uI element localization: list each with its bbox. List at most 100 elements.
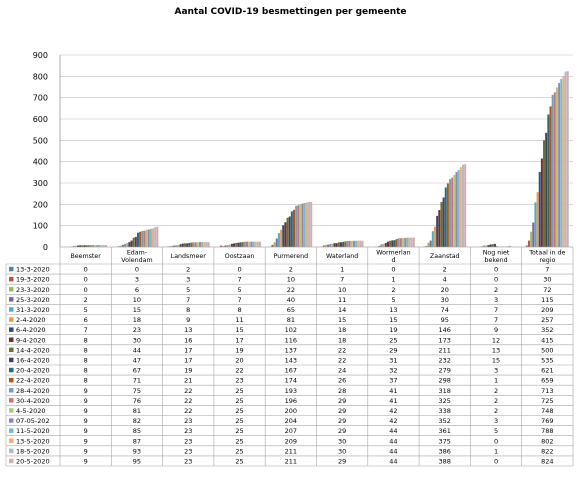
table-cell-value: 1 <box>340 266 344 274</box>
bar-4-5-2020-Purmerend <box>299 204 302 247</box>
table-cell-value: 8 <box>237 306 241 314</box>
table-cell-value: 14 <box>338 306 346 314</box>
table-cell-value: 29 <box>338 407 346 415</box>
table-cell-value: 29 <box>338 458 346 466</box>
table-cell-value: 748 <box>541 407 553 415</box>
bar-4-5-2020-Totaal in de regio <box>555 87 558 247</box>
table-cell-value: 415 <box>541 336 553 344</box>
bar-19-3-2020-Totaal in de regio <box>527 240 530 247</box>
table-cell-value: 6 <box>84 316 88 324</box>
table-cell-value: 0 <box>391 266 395 274</box>
table-cell-value: 15 <box>389 316 397 324</box>
category-label: Volendam <box>121 257 152 264</box>
bar-6-4-2020-Oostzaan <box>230 243 233 247</box>
table-cell-value: 13 <box>184 326 192 334</box>
bar-2-4-2020-Oostzaan <box>228 244 231 247</box>
bar-2-4-2020-Purmerend <box>280 229 283 247</box>
bar-20-4-2020-Wormerland <box>393 240 396 247</box>
bar-16-4-2020-Purmerend <box>288 216 291 247</box>
bar-20-5-2020-Oostzaan <box>258 241 261 247</box>
table-cell-value: 47 <box>133 357 141 365</box>
table-cell-value: 7 <box>494 316 498 324</box>
table-cell-value: 87 <box>133 437 141 445</box>
bar-14-4-2020-Nog niet bekend <box>491 244 494 247</box>
category-label: Landsmeer <box>171 253 207 260</box>
bar-4-5-2020-Wormerland <box>402 238 405 247</box>
table-cell-value: 15 <box>235 326 243 334</box>
table-cell-value: 23 <box>184 437 192 445</box>
bar-23-3-2020-Oostzaan <box>222 245 225 247</box>
table-cell-value: 209 <box>285 437 297 445</box>
table-cell-value: 7 <box>545 266 549 274</box>
table-cell-value: 0 <box>494 437 498 445</box>
table-cell-value: 211 <box>285 458 297 466</box>
legend-key-16-4-2020 <box>9 357 14 363</box>
bar-07-05-202-Wormerland <box>404 238 407 247</box>
bar-30-4-2020-Edam-Volendam <box>143 230 146 247</box>
table-cell-value: 82 <box>133 417 141 425</box>
bar-4-5-2020-Waterland <box>350 240 353 247</box>
legend-label: 30-4-2020 <box>16 397 50 405</box>
bar-31-3-2020-Waterland <box>329 244 332 247</box>
bar-2-4-2020-Waterland <box>331 243 334 247</box>
bar-07-05-202-Beemster <box>96 245 99 247</box>
bar-07-05-202-Waterland <box>352 240 355 247</box>
bar-07-05-202-Landsmeer <box>199 242 202 247</box>
legend-key-31-3-2020 <box>9 307 14 312</box>
bar-07-05-202-Purmerend <box>301 203 304 247</box>
bar-6-4-2020-Landsmeer <box>179 244 182 247</box>
table-cell-value: 15 <box>133 306 141 314</box>
legend-key-2-4-2020 <box>9 317 14 322</box>
table-cell-value: 22 <box>338 346 346 354</box>
bar-25-3-2020-Waterland <box>327 244 330 247</box>
category-label: Nog niet <box>483 250 510 257</box>
legend-label: 31-3-2020 <box>16 306 50 314</box>
table-cell-value: 352 <box>541 326 553 334</box>
legend-label: 22-4-2020 <box>16 377 50 385</box>
bar-6-4-2020-Nog niet bekend <box>487 245 490 247</box>
bar-2-4-2020-Totaal in de regio <box>536 192 539 247</box>
table-cell-value: 8 <box>84 357 88 365</box>
bar-18-5-2020-Beemster <box>102 245 105 247</box>
table-cell-value: 22 <box>184 397 192 405</box>
table-cell-value: 95 <box>441 316 449 324</box>
table-cell-value: 9 <box>84 427 88 435</box>
table-cell-value: 3 <box>494 296 498 304</box>
table-cell-value: 5 <box>84 306 88 314</box>
table-cell-value: 7 <box>237 296 241 304</box>
table-cell-value: 23 <box>133 326 141 334</box>
table-cell-value: 22 <box>184 407 192 415</box>
bar-6-4-2020-Wormerland <box>384 242 387 247</box>
table-cell-value: 3 <box>186 276 190 284</box>
legend-label: 13-3-2020 <box>16 266 50 274</box>
bar-11-5-2020-Purmerend <box>303 202 306 247</box>
bar-18-5-2020-Totaal in de regio <box>564 71 567 247</box>
bar-9-4-2020-Purmerend <box>284 222 287 247</box>
table-cell-value: 9 <box>84 407 88 415</box>
table-cell-value: 25 <box>235 397 243 405</box>
table-cell-value: 15 <box>338 316 346 324</box>
bar-20-4-2020-Nog niet bekend <box>496 246 499 247</box>
legend-label: 20-5-2020 <box>16 458 50 466</box>
table-cell-value: 318 <box>439 387 451 395</box>
table-cell-value: 352 <box>439 417 451 425</box>
bar-6-4-2020-Totaal in de regio <box>538 171 541 247</box>
table-cell-value: 5 <box>237 286 241 294</box>
table-cell-value: 30 <box>441 296 449 304</box>
table-cell-value: 0 <box>237 266 241 274</box>
table-cell-value: 8 <box>84 336 88 344</box>
table-cell-value: 3 <box>135 276 139 284</box>
legend-key-23-3-2020 <box>9 287 14 292</box>
bar-22-4-2020-Edam-Volendam <box>139 231 142 247</box>
bar-14-4-2020-Wormerland <box>389 240 392 247</box>
legend-key-30-4-2020 <box>9 398 14 403</box>
bar-22-4-2020-Oostzaan <box>241 242 244 247</box>
bar-16-4-2020-Landsmeer <box>186 243 189 247</box>
bar-19-3-2020-Edam-Volendam <box>117 246 120 247</box>
bar-4-5-2020-Beemster <box>94 245 97 247</box>
bar-9-4-2020-Nog niet bekend <box>489 244 492 247</box>
table-cell-value: 325 <box>439 397 451 405</box>
legend-label: 6-4-2020 <box>16 326 46 334</box>
bar-28-4-2020-Zaanstad <box>449 179 452 247</box>
table-cell-value: 116 <box>285 336 297 344</box>
